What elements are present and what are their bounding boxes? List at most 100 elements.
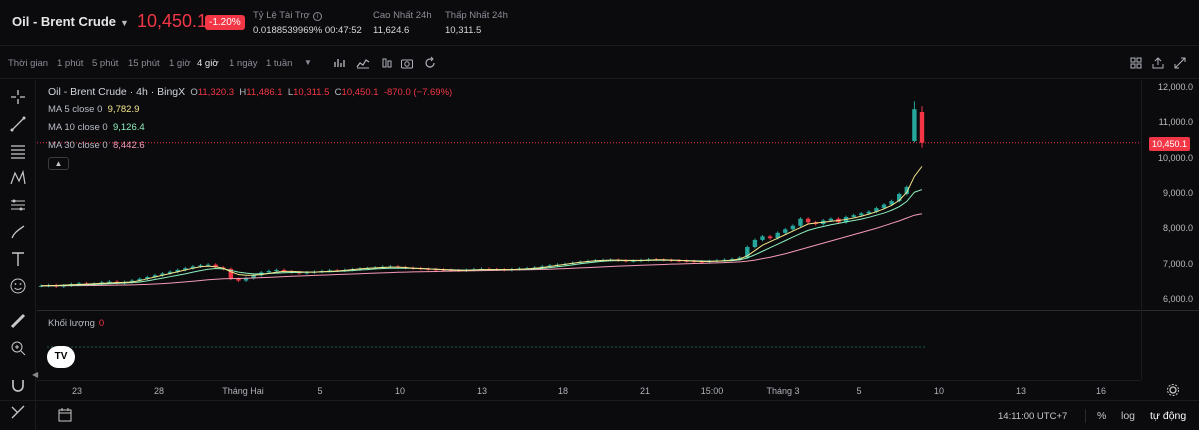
time-tick-label: 16 <box>1095 386 1107 396</box>
candle-body <box>327 270 332 272</box>
candle-settings-icon[interactable] <box>380 56 394 70</box>
timeframe-1h[interactable]: 1 giờ <box>169 58 191 69</box>
time-axis[interactable]: 23 28 Tháng Hai 5 10 13 18 21 15:00 Tháng 3 5 10 13 1… <box>37 380 1141 400</box>
price-tick-label: 7,000.0 <box>1162 258 1193 269</box>
price-tick-label: 9,000.0 <box>1162 188 1193 198</box>
indicators-icon[interactable] <box>356 56 370 70</box>
layout-grid-icon[interactable] <box>1129 56 1143 70</box>
symbol-selector[interactable]: Oil - Brent Crude ▼ <box>12 14 129 29</box>
candle-body <box>251 275 256 279</box>
crosshair-icon[interactable] <box>9 88 27 106</box>
low-label: L <box>287 87 294 98</box>
candle-body <box>805 218 811 223</box>
time-tick-label: 18 <box>557 386 569 396</box>
ma10-legend[interactable]: MA 10 close 0 9,126.4 <box>48 122 145 133</box>
chevron-left-icon[interactable]: ◀ <box>32 370 39 379</box>
ma5-legend[interactable]: MA 5 close 0 9,782.9 <box>48 104 139 115</box>
brush-icon[interactable] <box>9 223 27 241</box>
fullscreen-icon[interactable] <box>1173 56 1187 70</box>
auto-scale-button[interactable]: tự động <box>1150 410 1187 422</box>
price-tick-label: 11,000.0 <box>1158 117 1193 128</box>
candle-body <box>798 218 803 226</box>
candle-body <box>266 271 272 273</box>
close-label: C <box>334 87 342 98</box>
candle-body <box>228 268 234 279</box>
ma5-label: MA 5 close 0 <box>48 104 103 115</box>
timeframe-1w[interactable]: 1 tuần <box>266 58 293 69</box>
candle-body <box>866 211 872 214</box>
high-label: Cao Nhất 24h <box>373 10 432 21</box>
funding-label: Tỷ Lệ Tài Trợ <box>253 10 310 21</box>
emoji-icon[interactable] <box>9 277 27 295</box>
horizontal-lines-icon[interactable] <box>9 142 27 160</box>
last-price-tag: 10,450.1 <box>1149 137 1191 151</box>
eraser-icon[interactable] <box>9 403 27 421</box>
legend-title: Oil - Brent Crude · 4h · BingX <box>48 86 186 98</box>
percent-scale-button[interactable]: % <box>1097 410 1107 422</box>
candle-body <box>175 269 180 272</box>
candle-body <box>904 186 910 194</box>
time-tick-label: 28 <box>153 386 165 396</box>
candle-body <box>783 229 788 233</box>
camera-icon[interactable] <box>400 56 414 70</box>
open-value: 11,320.3 <box>197 87 235 98</box>
low-value: 10,311.5 <box>445 25 482 36</box>
price-tick-label: 8,000.0 <box>1162 223 1193 234</box>
close-value: 10,450.1 <box>341 87 379 98</box>
candle-body <box>213 264 218 268</box>
symbol-name: Oil - Brent Crude <box>12 14 117 29</box>
candle-body <box>236 278 241 281</box>
timeframe-dropdown-icon[interactable]: ▼ <box>304 58 312 67</box>
ma10-line <box>40 189 923 287</box>
calendar-icon[interactable] <box>57 407 73 423</box>
chart-type-icon[interactable] <box>333 56 347 70</box>
candle-body <box>729 259 735 261</box>
ma5-line <box>40 166 923 287</box>
pattern-icon[interactable] <box>9 169 27 187</box>
time-tick-label: 10 <box>933 386 945 396</box>
candle-body <box>851 215 856 217</box>
timeframe-5m[interactable]: 5 phút <box>92 58 119 69</box>
time-tick-label: 5 <box>856 386 862 396</box>
candles <box>38 101 925 288</box>
timeframe-1m[interactable]: 1 phút <box>57 58 84 69</box>
zoom-icon[interactable] <box>9 339 27 357</box>
trend-line-icon[interactable] <box>9 115 27 133</box>
chevron-up-icon[interactable]: ▲ <box>48 157 69 170</box>
ma5-value: 9,782.9 <box>107 104 140 115</box>
high-label: H <box>239 87 247 98</box>
candle-body <box>889 201 894 205</box>
price-chart[interactable] <box>37 80 1141 380</box>
candle-body <box>881 204 887 209</box>
measure-tool-icon[interactable] <box>9 196 27 214</box>
timeframe-15m[interactable]: 15 phút <box>128 58 160 69</box>
candle-body <box>540 266 545 268</box>
time-tick-label: Tháng 3 <box>766 386 800 396</box>
text-tool-icon[interactable] <box>9 250 27 268</box>
caret-down-icon: ▼ <box>120 18 129 28</box>
info-icon[interactable]: i <box>312 12 322 21</box>
timeframe-1d[interactable]: 1 ngày <box>229 58 258 69</box>
high-24h: Cao Nhất 24h 11,624.6 <box>373 10 432 36</box>
price-axis[interactable]: 12,000.0 11,000.0 10,000.0 9,000.0 8,000.0 7,… <box>1141 80 1199 380</box>
timeframe-4h[interactable]: 4 giờ <box>197 58 219 69</box>
low-label: Thấp Nhất 24h <box>445 10 508 21</box>
pane-divider[interactable] <box>37 310 1199 311</box>
ma30-legend[interactable]: MA 30 close 0 8,442.6 <box>48 140 145 151</box>
candle-body <box>183 268 188 270</box>
share-icon[interactable] <box>1151 56 1165 70</box>
candle-body <box>152 275 158 278</box>
tradingview-logo-icon[interactable]: TV <box>47 346 75 368</box>
clock[interactable]: 14:11:00 UTC+7 <box>998 411 1068 422</box>
gear-icon[interactable] <box>1166 383 1180 397</box>
volume-value: 0 <box>98 318 105 329</box>
log-scale-button[interactable]: log <box>1121 410 1136 422</box>
time-tick-label: 23 <box>71 386 83 396</box>
magnet-icon[interactable] <box>9 376 27 394</box>
reset-icon[interactable] <box>423 56 437 70</box>
candle-body <box>737 257 742 260</box>
volume-legend: Khối lượng 0 <box>48 318 104 329</box>
ruler-icon[interactable] <box>9 312 27 330</box>
candle-body <box>190 266 196 269</box>
candle-body <box>137 278 142 281</box>
